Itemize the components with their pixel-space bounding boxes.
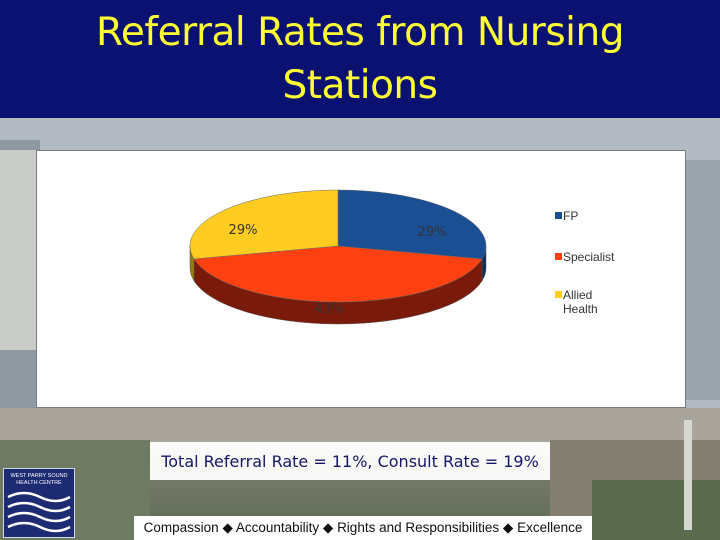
legend-item-allied-health: Allied Health [555,288,618,316]
pie-slice-specialist [193,245,483,303]
footer-item-accountability: Accountability [235,520,320,535]
legend-swatch-allied-health [555,291,562,298]
footer-item-rights: Rights and Responsibilities [337,520,500,535]
footer-separator-icon: ◆ [322,520,334,535]
legend-label-specialist: Specialist [563,250,615,264]
footer-item-compassion: Compassion [143,520,219,535]
subtitle-box: Total Referral Rate = 11%, Consult Rate … [150,442,550,480]
footer-bar: Compassion ◆ Accountability ◆ Rights and… [134,516,592,540]
legend-item-specialist: Specialist [555,250,618,264]
legend-label-allied-health: Allied Health [563,288,598,316]
pie-label-fp: 29% [418,225,447,240]
pie-chart: 29% 43% 29% FP Specialist Allied Health [36,150,686,408]
values-footer: Compassion ◆ Accountability ◆ Rights and… [144,520,583,536]
footer-item-excellence: Excellence [517,520,583,535]
title-bar: Referral Rates from Nursing Stations [0,0,720,118]
legend-swatch-fp [555,212,562,219]
logo-text: WEST PARRY SOUND HEALTH CENTRE [4,473,74,487]
logo-line-1: WEST PARRY SOUND [10,473,68,479]
pie-chart-plot: 29% 43% 29% [189,189,487,325]
pie-label-allied-health: 29% [229,223,258,238]
logo-waves-icon [7,491,71,533]
footer-separator-icon: ◆ [502,520,514,535]
pie-slice-fp [337,189,487,260]
hospital-logo: WEST PARRY SOUND HEALTH CENTRE [3,468,75,538]
legend-swatch-specialist [555,253,562,260]
footer-separator-icon: ◆ [222,520,233,535]
slide-title: Referral Rates from Nursing Stations [96,10,624,108]
legend-item-fp: FP [555,209,618,223]
logo-line-2: HEALTH CENTRE [16,480,62,486]
legend-label-fp: FP [563,209,579,223]
pie-slice-allied-health [189,189,339,260]
referral-rate-summary: Total Referral Rate = 11%, Consult Rate … [161,451,539,471]
pie-label-specialist: 43% [315,302,344,317]
